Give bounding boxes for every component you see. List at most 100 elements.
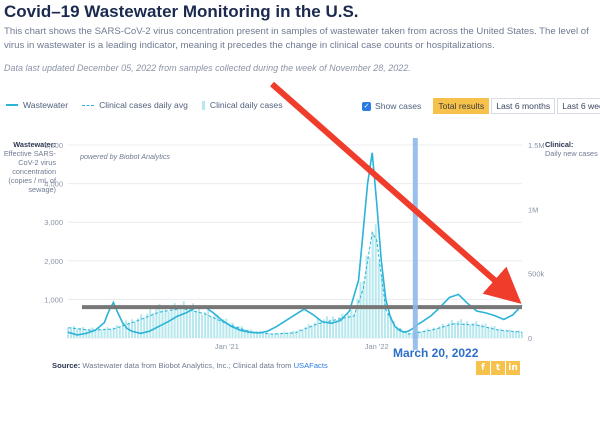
left-axis-heading: Wastewater: <box>13 140 56 149</box>
daily-cases-bar <box>82 326 85 338</box>
daily-cases-bar <box>295 331 298 338</box>
source-label: Source: <box>52 361 81 370</box>
daily-cases-bar <box>289 331 292 338</box>
chart-watermark: powered by Biobot Analytics <box>79 152 170 161</box>
left-tick-label: 1,000 <box>44 295 63 304</box>
range-total-button[interactable]: Total results <box>433 98 490 114</box>
daily-cases-bar <box>304 327 307 338</box>
daily-cases-bar <box>124 320 127 338</box>
right-axis-title: Clinical: Daily new cases <box>545 140 599 158</box>
left-axis-title: Wastewater: Effective SARS-CoV-2 virus c… <box>2 140 56 194</box>
daily-cases-bar <box>514 330 517 338</box>
daily-cases-bar <box>365 255 368 338</box>
daily-cases-bar <box>490 326 493 338</box>
daily-cases-bar <box>228 323 231 338</box>
range-6-months-button[interactable]: Last 6 months <box>491 98 556 114</box>
daily-cases-bar <box>176 309 179 338</box>
legend-cases-avg[interactable]: Clinical cases daily avg <box>82 100 188 110</box>
right-tick-label: 500k <box>528 270 545 279</box>
daily-cases-bar <box>164 305 167 338</box>
daily-cases-bar <box>429 329 432 338</box>
daily-cases-bar <box>112 327 115 338</box>
linkedin-icon[interactable]: in <box>506 361 520 375</box>
daily-cases-bar <box>204 312 207 338</box>
daily-cases-bar <box>329 319 332 338</box>
twitter-icon[interactable]: t <box>491 361 505 375</box>
daily-cases-bar <box>493 326 496 338</box>
right-tick-label: 1.5M <box>528 141 545 150</box>
daily-cases-bar <box>109 329 112 338</box>
daily-cases-bar <box>134 321 137 338</box>
daily-cases-bar <box>310 325 313 338</box>
daily-cases-bar <box>362 281 365 338</box>
checkbox-checked-icon[interactable]: ✓ <box>362 101 371 111</box>
daily-cases-bar <box>386 312 389 338</box>
daily-cases-bar <box>517 330 520 338</box>
daily-cases-bar <box>194 310 197 338</box>
daily-cases-bar <box>344 317 347 338</box>
daily-cases-bar <box>463 322 466 338</box>
daily-cases-bar <box>258 330 261 338</box>
daily-cases-bar <box>332 316 335 338</box>
legend-cases-daily-label: Clinical daily cases <box>209 100 283 110</box>
daily-cases-bar <box>511 331 514 338</box>
daily-cases-bar <box>216 314 219 338</box>
x-tick-label: Jan '22 <box>365 342 389 351</box>
daily-cases-bar <box>280 332 283 338</box>
daily-cases-bar <box>146 313 149 338</box>
daily-cases-bar <box>207 310 210 338</box>
facebook-icon[interactable]: f <box>476 361 490 375</box>
daily-cases-bar <box>130 319 133 338</box>
daily-cases-bar <box>356 298 359 338</box>
daily-cases-bar <box>484 323 487 338</box>
daily-cases-bar <box>423 330 426 338</box>
daily-cases-bar <box>389 316 392 338</box>
daily-cases-bar <box>478 325 481 338</box>
daily-cases-bar <box>97 327 100 338</box>
daily-cases-bar <box>307 324 310 338</box>
daily-cases-bar <box>198 307 201 338</box>
daily-cases-bar <box>447 322 450 338</box>
daily-cases-bar <box>225 318 228 338</box>
daily-cases-bar <box>91 327 94 338</box>
daily-cases-bar <box>222 319 225 338</box>
usafacts-link[interactable]: USAFacts <box>293 361 328 370</box>
daily-cases-bar <box>243 329 246 338</box>
daily-cases-bar <box>450 320 453 338</box>
daily-cases-bar <box>268 333 271 338</box>
daily-cases-bar <box>106 327 109 338</box>
left-axis-subtitle: Effective SARS-CoV-2 virus concentration… <box>3 149 56 194</box>
daily-cases-bar <box>179 304 182 338</box>
daily-cases-bar <box>441 323 444 338</box>
daily-cases-bar <box>265 332 268 338</box>
daily-cases-bar <box>393 321 396 338</box>
daily-cases-bar <box>453 322 456 338</box>
daily-cases-bar <box>444 325 447 338</box>
daily-cases-bar <box>246 329 249 338</box>
daily-cases-bar <box>149 309 152 338</box>
daily-cases-bar <box>76 328 79 338</box>
daily-cases-bar <box>466 321 469 338</box>
legend-cases-daily[interactable]: Clinical daily cases <box>201 100 283 110</box>
daily-cases-bar <box>316 319 319 338</box>
daily-cases-bar <box>408 332 411 338</box>
daily-cases-bar <box>240 326 243 338</box>
daily-cases-bar <box>188 305 191 338</box>
daily-cases-bar <box>508 329 511 338</box>
show-cases-toggle[interactable]: ✓ Show cases <box>362 101 421 111</box>
cases-avg-line <box>67 231 523 335</box>
date-annotation: March 20, 2022 <box>393 346 479 360</box>
daily-cases-bar <box>338 317 341 338</box>
range-6-weeks-button[interactable]: Last 6 weeks <box>557 98 600 114</box>
daily-cases-bar <box>191 303 194 338</box>
left-tick-label: 3,000 <box>44 218 63 227</box>
daily-cases-bar <box>402 331 405 338</box>
right-tick-label: 1M <box>528 205 538 214</box>
wastewater-line <box>67 152 523 336</box>
source-text: Wastewater data from Biobot Analytics, I… <box>80 361 294 370</box>
daily-cases-bar <box>420 331 423 338</box>
daily-cases-bar <box>417 330 420 338</box>
legend-wastewater[interactable]: Wastewater <box>6 100 68 110</box>
daily-cases-bar <box>353 313 356 338</box>
